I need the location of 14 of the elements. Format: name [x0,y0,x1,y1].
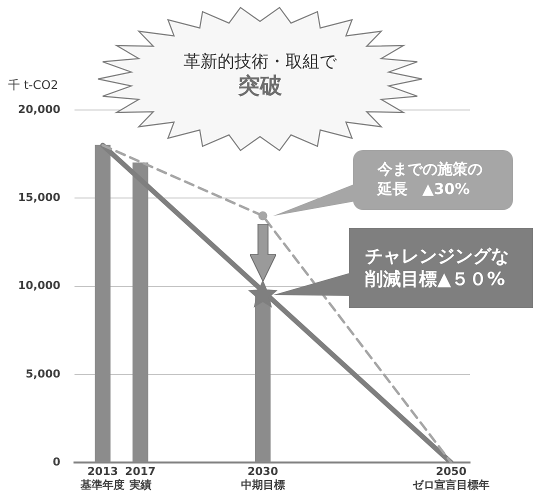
y-tick-label: 20,000 [18,102,61,116]
x-tick-label: 2050 ゼロ宣言目標年 [412,465,490,492]
y-tick-label: 0 [52,455,61,468]
text: 革新的技術・取組で [182,52,338,74]
annotation: 今までの施策の延長 ▲30% [377,160,484,200]
y-axis-title: 千 t-CO2 [8,78,58,92]
y-tick-label: 10,000 [18,279,61,292]
text: 突破 [237,73,283,101]
y-tick-label: 15,000 [18,191,61,204]
x-tick-label: 2013 基準年度 [80,465,125,492]
x-tick-label: 2017 実績 [125,465,156,492]
annotation: チャレンジングな削減目標▲５０% [365,244,510,292]
x-tick-label: 2030 中期目標 [240,465,285,492]
y-tick-label: 5,000 [26,367,61,380]
